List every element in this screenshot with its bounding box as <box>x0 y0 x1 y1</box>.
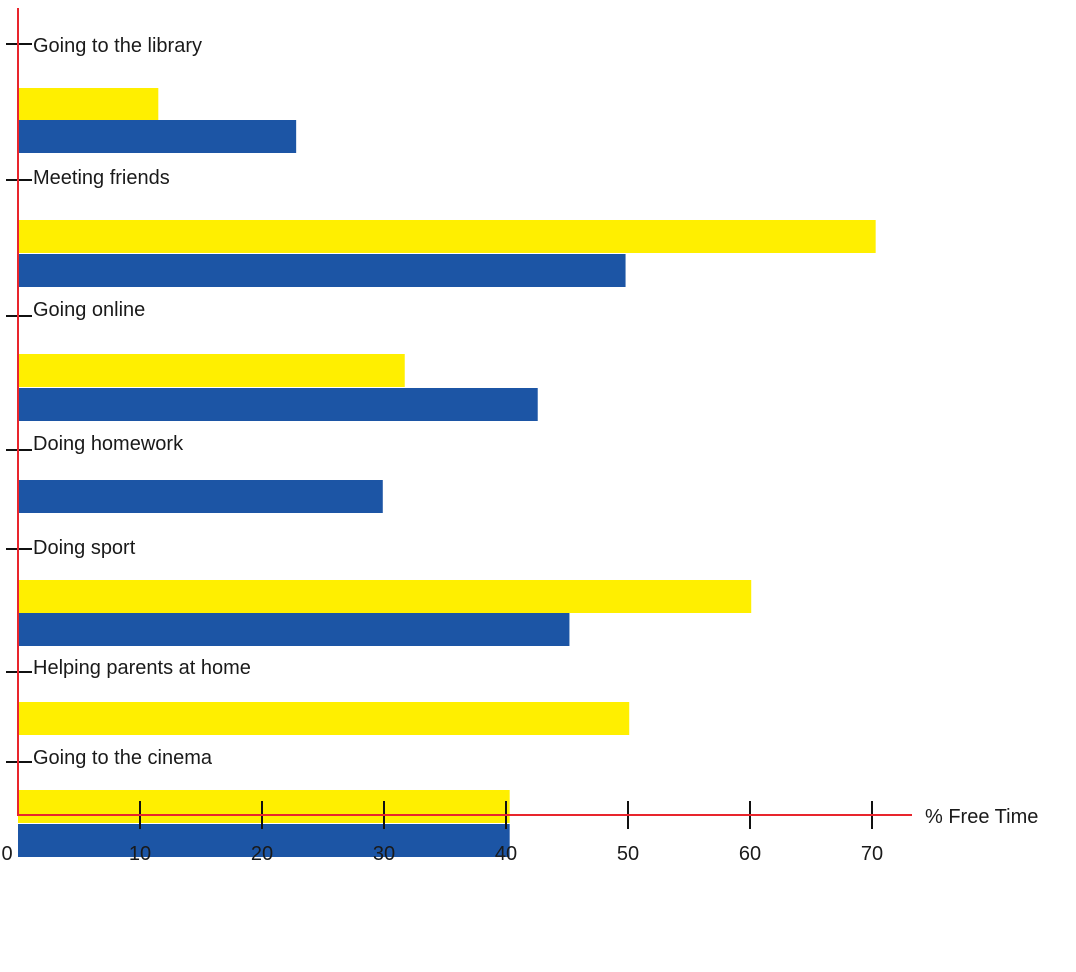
bar-yellow-6 <box>18 790 510 823</box>
bars-group <box>18 88 876 857</box>
x-tick-label-70: 70 <box>861 843 883 865</box>
category-label-0: Going to the library <box>33 35 202 57</box>
bar-blue-0 <box>18 120 297 153</box>
x-axis-tick-labels: 0 10 20 30 40 50 60 70 <box>1 843 883 865</box>
category-label-6: Going to the cinema <box>33 747 213 769</box>
bar-yellow-2 <box>18 354 405 387</box>
bar-yellow-0 <box>18 88 159 121</box>
bar-yellow-4 <box>18 580 752 613</box>
x-tick-label-20: 20 <box>251 843 273 865</box>
category-label-4: Doing sport <box>33 537 136 559</box>
category-label-1: Meeting friends <box>33 167 170 189</box>
x-tick-label-0: 0 <box>1 843 12 865</box>
x-axis-label: % Free Time <box>925 806 1038 828</box>
x-tick-label-30: 30 <box>373 843 395 865</box>
x-tick-label-40: 40 <box>495 843 517 865</box>
x-tick-label-50: 50 <box>617 843 639 865</box>
x-tick-label-10: 10 <box>129 843 151 865</box>
category-label-5: Helping parents at home <box>33 657 251 679</box>
bar-blue-1 <box>18 254 626 287</box>
bar-blue-4 <box>18 613 570 646</box>
bar-yellow-1 <box>18 220 876 253</box>
bar-yellow-5 <box>18 702 630 735</box>
category-label-2: Going online <box>33 299 145 321</box>
bar-blue-2 <box>18 388 538 421</box>
x-tick-label-60: 60 <box>739 843 761 865</box>
bar-blue-3 <box>18 480 383 513</box>
category-label-3: Doing homework <box>33 433 184 455</box>
bar-blue-6 <box>18 824 510 857</box>
category-labels: Going to the library Meeting friends Going… <box>33 35 251 769</box>
